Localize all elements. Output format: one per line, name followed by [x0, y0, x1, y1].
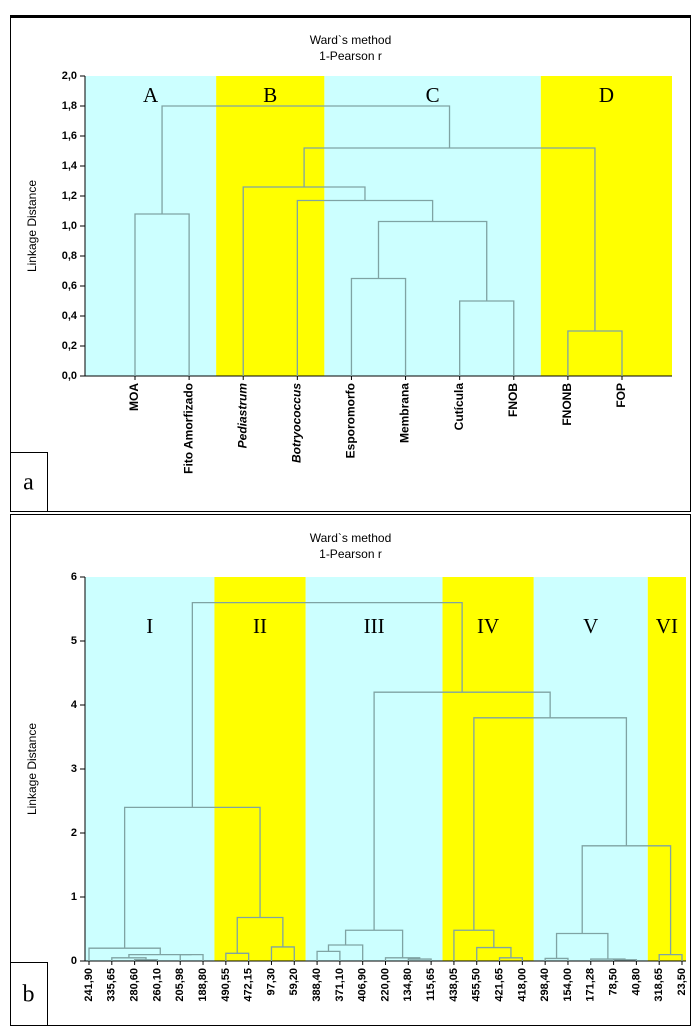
group-band: [442, 577, 534, 961]
y-tick-label: 5: [71, 635, 77, 647]
y-tick-label: 0,0: [62, 370, 77, 382]
group-label: C: [426, 83, 440, 107]
y-tick-label: 1,4: [62, 160, 78, 172]
dendrogram-link: [128, 953, 192, 958]
leaf-label: 23,50: [676, 968, 688, 996]
leaf-label: 421,65: [493, 968, 505, 1002]
leaf-label: 438,05: [448, 968, 460, 1002]
leaf-label: 78,50: [607, 968, 619, 996]
group-label: D: [599, 83, 614, 107]
panel-label: a: [23, 470, 34, 496]
group-band: [85, 76, 217, 376]
panel-label-box: [10, 452, 48, 512]
leaf-label: 318,65: [653, 968, 665, 1002]
leaf-label: Botryococcus: [290, 383, 304, 463]
y-axis-label: Linkage Distance: [25, 723, 39, 815]
chart-subtitle: 1-Pearson r: [319, 547, 382, 561]
dendrogram-link: [191, 601, 463, 808]
leaf-label: 418,00: [516, 968, 528, 1002]
group-band: [540, 76, 672, 376]
leaf-label: 455,50: [471, 968, 483, 1002]
y-axis-label: Linkage Distance: [25, 180, 39, 272]
y-tick-label: 1,0: [62, 220, 77, 232]
y-tick-label: 2,0: [62, 70, 77, 82]
leaf-label: 388,40: [311, 968, 323, 1002]
group-label: IV: [477, 614, 499, 638]
leaf-label: 154,00: [562, 968, 574, 1002]
leaf-label: FNOB: [506, 383, 520, 417]
group-band: [533, 577, 648, 961]
leaf-label: 472,15: [243, 968, 255, 1002]
y-tick-label: 1,6: [62, 130, 77, 142]
group-label: A: [143, 83, 159, 107]
group-band: [324, 76, 541, 376]
chart-subtitle: 1-Pearson r: [319, 49, 382, 63]
chart-title: Ward`s method: [310, 531, 392, 545]
group-label: III: [364, 614, 385, 638]
leaf-label: Fito Amorfizado: [181, 383, 195, 474]
y-tick-label: 0,4: [62, 310, 78, 322]
top-rule: [10, 15, 691, 18]
leaf-label: 115,65: [425, 968, 437, 1001]
panel-label-box: [10, 962, 48, 1026]
chart-title: Ward`s method: [310, 33, 392, 47]
leaf-label: 59,20: [288, 968, 300, 996]
leaf-label: MOA: [127, 383, 141, 411]
leaf-label: 241,90: [83, 968, 95, 1002]
group-label: V: [583, 614, 598, 638]
leaf-label: 280,60: [129, 968, 141, 1002]
leaf-label: 171,28: [585, 968, 597, 1002]
group-label: II: [253, 614, 267, 638]
y-tick-label: 0,8: [62, 250, 77, 262]
y-tick-label: 0,2: [62, 340, 77, 352]
leaf-label: 490,55: [220, 968, 232, 1002]
leaf-label: 220,00: [379, 968, 391, 1002]
leaf-label: 371,10: [334, 968, 346, 1002]
leaf-label: 188,80: [197, 968, 209, 1002]
group-label: VI: [656, 614, 678, 638]
leaf-label: 134,80: [402, 968, 414, 1002]
y-tick-label: 0,6: [62, 280, 77, 292]
leaf-label: FNONB: [560, 383, 574, 426]
leaf-label: 205,98: [174, 968, 186, 1002]
y-tick-label: 0: [71, 955, 77, 967]
leaf-label: Membrana: [398, 383, 412, 443]
y-tick-label: 1: [71, 891, 77, 903]
leaf-label: 406,90: [357, 968, 369, 1002]
leaf-label: FOP: [614, 383, 628, 408]
group-label: B: [263, 83, 277, 107]
panel-label: b: [23, 982, 35, 1008]
leaf-label: 335,65: [106, 968, 118, 1002]
leaf-label: Esporomorfo: [344, 383, 358, 458]
leaf-label: Cutícula: [452, 383, 466, 431]
y-tick-label: 6: [71, 571, 77, 583]
leaf-label: 260,10: [151, 968, 163, 1002]
y-tick-label: 3: [71, 763, 77, 775]
leaf-label: 298,40: [539, 968, 551, 1002]
group-band: [216, 76, 325, 376]
y-tick-label: 4: [71, 699, 78, 711]
leaf-label: 97,30: [265, 968, 277, 996]
leaf-label: Pediastrum: [235, 383, 249, 449]
leaf-label: 40,80: [630, 968, 642, 996]
group-band: [647, 577, 686, 961]
y-tick-label: 2: [71, 827, 77, 839]
dendrogram-link: [161, 105, 451, 214]
y-tick-label: 1,8: [62, 100, 77, 112]
group-label: I: [146, 614, 153, 638]
y-tick-label: 1,2: [62, 190, 77, 202]
